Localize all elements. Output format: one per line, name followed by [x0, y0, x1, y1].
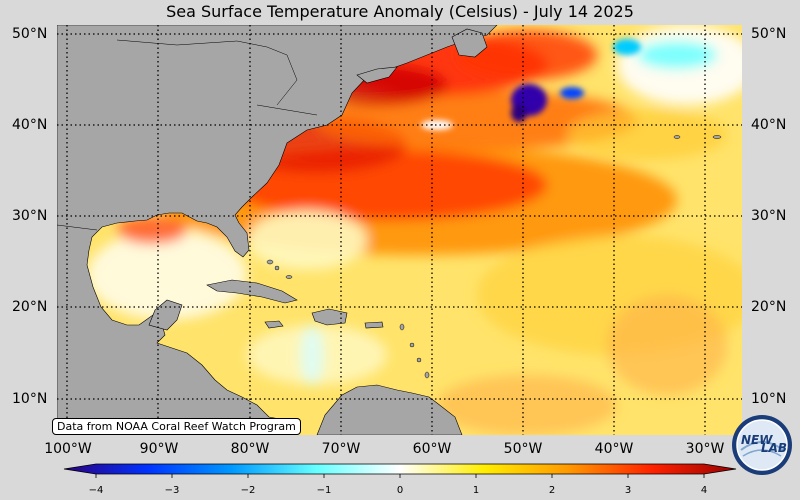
- colorbar-gradient: [63, 463, 737, 475]
- colorbar-tick-label: 2: [549, 485, 555, 496]
- lon-label-60w: 60°W: [412, 441, 452, 457]
- data-credit-label: Data from NOAA Coral Reef Watch Program: [52, 418, 301, 435]
- logo-text-lab: LAB: [761, 441, 787, 455]
- colorbar-tick-label: 3: [625, 485, 631, 496]
- jamaica: [264, 320, 284, 329]
- colorbar-tick-label: −3: [165, 485, 180, 496]
- logo-inner-disc: [736, 419, 788, 471]
- hispaniola: [311, 308, 348, 326]
- cold-anomaly-eddy: [421, 39, 641, 130]
- political-borders: [57, 39, 318, 231]
- lat-label-right-30n: 30°N: [751, 208, 787, 224]
- colorbar-ticks: −4 −3 −2 −1 0 1 2 3 4: [89, 474, 707, 496]
- puerto-rico: [364, 321, 384, 329]
- lab-logo: NEW LAB: [732, 415, 792, 475]
- colorbar-tick-label: 0: [397, 485, 403, 496]
- lon-label-30w: 30°W: [685, 441, 725, 457]
- lat-label-right-50n: 50°N: [751, 26, 787, 42]
- colorbar-tick-label: 4: [701, 485, 707, 496]
- lat-label-left-20n: 20°N: [12, 299, 48, 315]
- colorbar-tick-label: −1: [317, 485, 332, 496]
- sst-anomaly-map: [57, 25, 742, 435]
- lat-label-right-40n: 40°N: [751, 117, 787, 133]
- south-america-landmass: [316, 384, 463, 435]
- nova-scotia: [356, 66, 398, 84]
- lon-label-50w: 50°W: [503, 441, 543, 457]
- lon-label-80w: 80°W: [230, 441, 270, 457]
- caribbean-islands: [266, 135, 722, 379]
- lat-label-left-40n: 40°N: [12, 117, 48, 133]
- lon-label-100w: 100°W: [44, 441, 92, 457]
- graticule: [57, 25, 742, 435]
- lon-label-40w: 40°W: [594, 441, 634, 457]
- lat-label-right-20n: 20°N: [751, 299, 787, 315]
- cuba: [206, 279, 298, 304]
- colorbar: −4 −3 −2 −1 0 1 2 3 4: [63, 463, 737, 496]
- newfoundland: [451, 28, 488, 58]
- land: [57, 25, 498, 435]
- colorbar-tick-label: 1: [473, 485, 479, 496]
- lat-label-left-30n: 30°N: [12, 208, 48, 224]
- logo-globe-arc: [740, 441, 784, 451]
- lon-label-70w: 70°W: [321, 441, 361, 457]
- colorbar-tick-label: −4: [89, 485, 104, 496]
- north-america-landmass: [57, 25, 498, 435]
- colorbar-tick-label: −2: [241, 485, 256, 496]
- lat-label-left-50n: 50°N: [12, 26, 48, 42]
- lat-label-left-10n: 10°N: [12, 391, 48, 407]
- yucatan-peninsula: [148, 299, 183, 331]
- lon-label-90w: 90°W: [139, 441, 179, 457]
- logo-globe-arc: [742, 449, 782, 457]
- lat-label-right-10n: 10°N: [751, 391, 787, 407]
- map-title: Sea Surface Temperature Anomaly (Celsius…: [166, 2, 634, 21]
- logo-text-new: NEW: [741, 433, 773, 447]
